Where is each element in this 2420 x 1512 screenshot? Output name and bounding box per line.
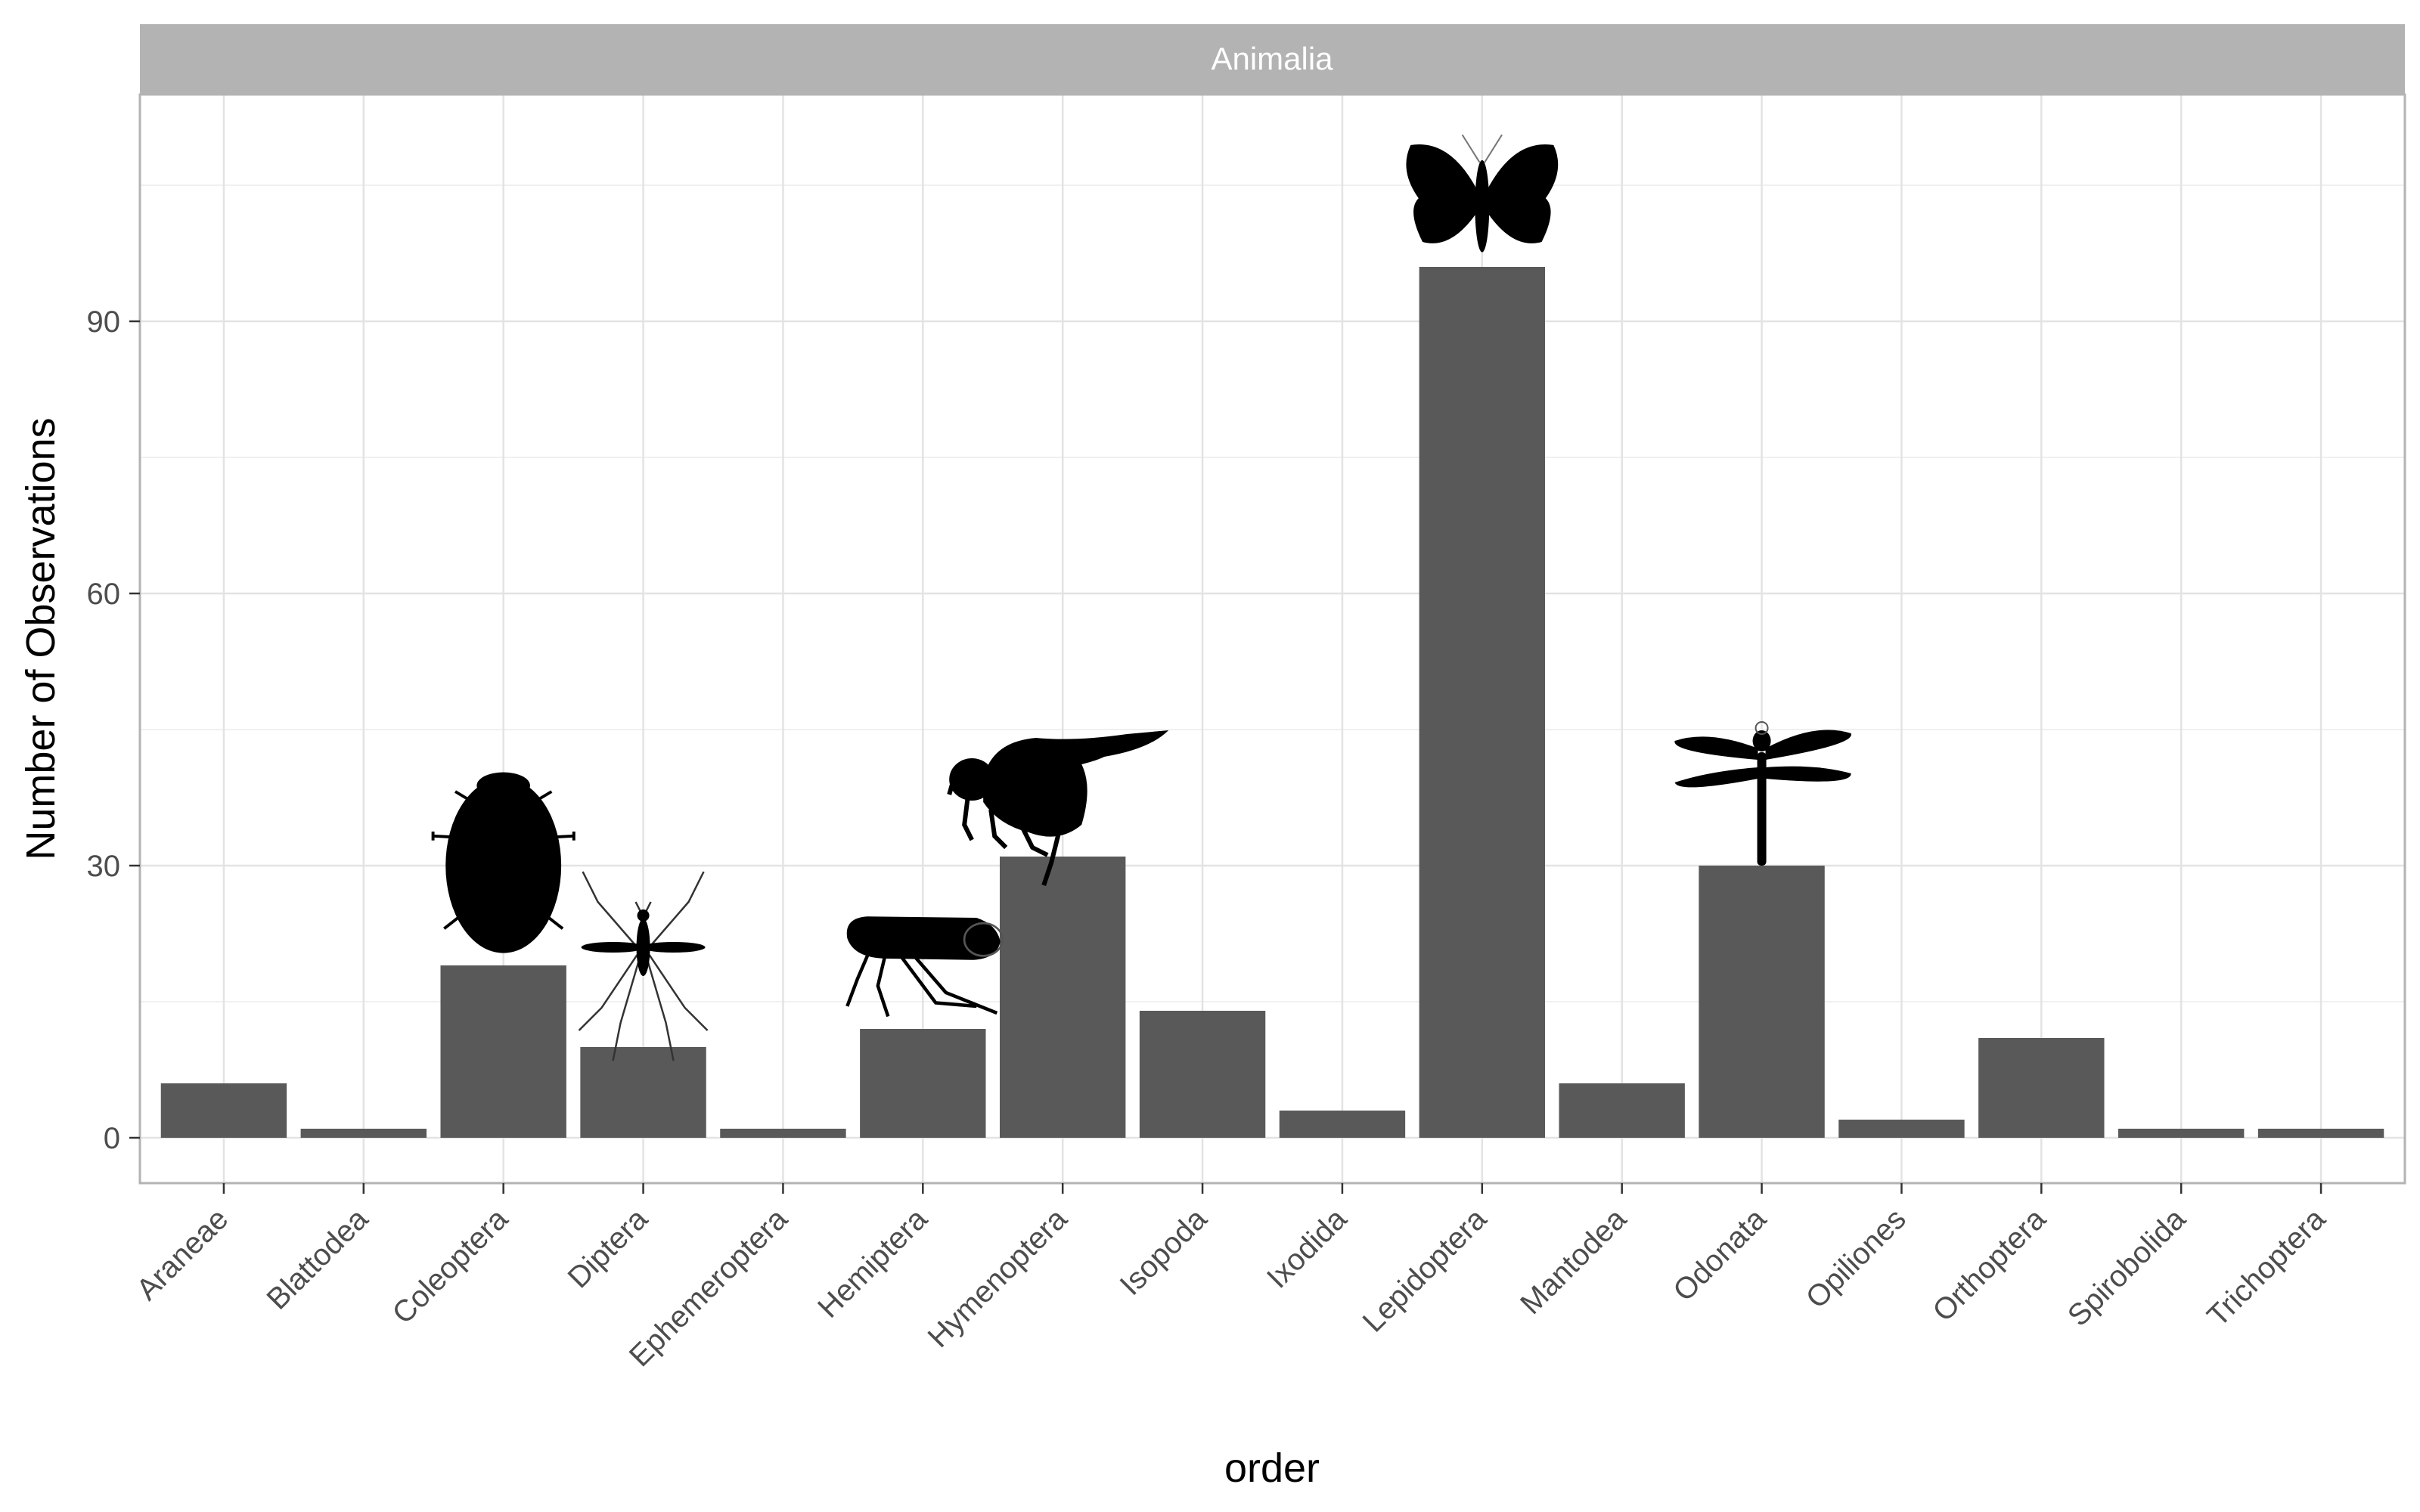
bars: [160, 267, 2384, 1138]
bar-ixodida: [1279, 1111, 1406, 1138]
x-tick-label-opiliones: Opiliones: [1800, 1202, 1913, 1315]
x-tick-label-odonata: Odonata: [1667, 1202, 1773, 1308]
y-tick-label: 60: [87, 578, 121, 611]
x-tick-label-coleoptera: Coleoptera: [386, 1202, 515, 1331]
bar-opiliones: [1838, 1120, 1965, 1138]
y-tick-label: 90: [87, 305, 121, 339]
bar-orthoptera: [1978, 1038, 2105, 1138]
x-tick-label-trichoptera: Trichoptera: [2201, 1202, 2332, 1334]
x-tick-label-isopoda: Isopoda: [1114, 1202, 1214, 1302]
bar-odonata: [1699, 866, 1825, 1138]
y-tick-label: 30: [87, 850, 121, 883]
bar-spirobolida: [2118, 1129, 2245, 1138]
leafhopper-icon: [845, 916, 1004, 1018]
x-axis-title: order: [1224, 1445, 1320, 1491]
bar-ephemeroptera: [720, 1129, 846, 1138]
facet-strip: [140, 24, 2405, 94]
bar-araneae: [160, 1083, 287, 1138]
x-tick-label-mantodea: Mantodea: [1514, 1202, 1633, 1321]
x-tick-label-hemiptera: Hemiptera: [811, 1202, 934, 1325]
bar-coleoptera: [440, 965, 566, 1138]
beetle-icon: [431, 772, 576, 953]
bar-trichoptera: [2257, 1129, 2384, 1138]
y-axis: 0 30 60 90: [87, 305, 140, 1155]
x-tick-label-orthoptera: Orthoptera: [1926, 1202, 2052, 1328]
x-tick-label-ixodida: Ixodida: [1261, 1202, 1354, 1295]
bar-isopoda: [1139, 1011, 1266, 1138]
moth-icon: [1406, 134, 1559, 253]
bar-hemiptera: [860, 1029, 986, 1138]
bar-diptera: [580, 1047, 706, 1138]
x-tick-label-spirobolida: Spirobolida: [2062, 1202, 2192, 1333]
y-axis-title: Number of Observations: [18, 417, 64, 860]
mosquito-icon: [578, 871, 709, 1061]
bar-lepidoptera: [1419, 267, 1546, 1138]
x-tick-label-hymenoptera: Hymenoptera: [922, 1202, 1074, 1354]
bar-hymenoptera: [999, 857, 1126, 1138]
dragonfly-icon: [1674, 721, 1851, 866]
x-axis: Araneae Blattodea Coleoptera DipteraEphemer…: [130, 1183, 2332, 1373]
facet-label: Animalia: [1211, 41, 1333, 76]
silhouettes: [431, 134, 1851, 1061]
x-tick-label-blattodea: Blattodea: [261, 1202, 375, 1316]
x-tick-label-diptera: Diptera: [562, 1202, 655, 1295]
bar-mantodea: [1559, 1083, 1685, 1138]
x-tick-label-araneae: Araneae: [130, 1202, 234, 1306]
x-tick-label-lepidoptera: Lepidoptera: [1357, 1202, 1494, 1339]
y-tick-label: 0: [104, 1122, 120, 1155]
bee-icon: [947, 730, 1169, 886]
bar-blattodea: [300, 1129, 427, 1138]
